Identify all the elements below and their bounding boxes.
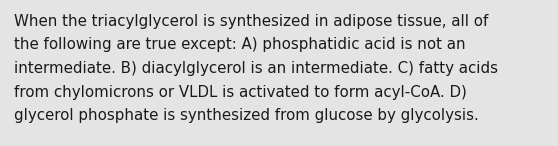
Text: the following are true except: A) phosphatidic acid is not an: the following are true except: A) phosph…: [14, 38, 465, 53]
Text: intermediate. B) diacylglycerol is an intermediate. C) fatty acids: intermediate. B) diacylglycerol is an in…: [14, 61, 498, 76]
Text: from chylomicrons or VLDL is activated to form acyl-CoA. D): from chylomicrons or VLDL is activated t…: [14, 85, 467, 100]
Text: glycerol phosphate is synthesized from glucose by glycolysis.: glycerol phosphate is synthesized from g…: [14, 108, 479, 123]
Text: When the triacylglycerol is synthesized in adipose tissue, all of: When the triacylglycerol is synthesized …: [14, 14, 488, 29]
